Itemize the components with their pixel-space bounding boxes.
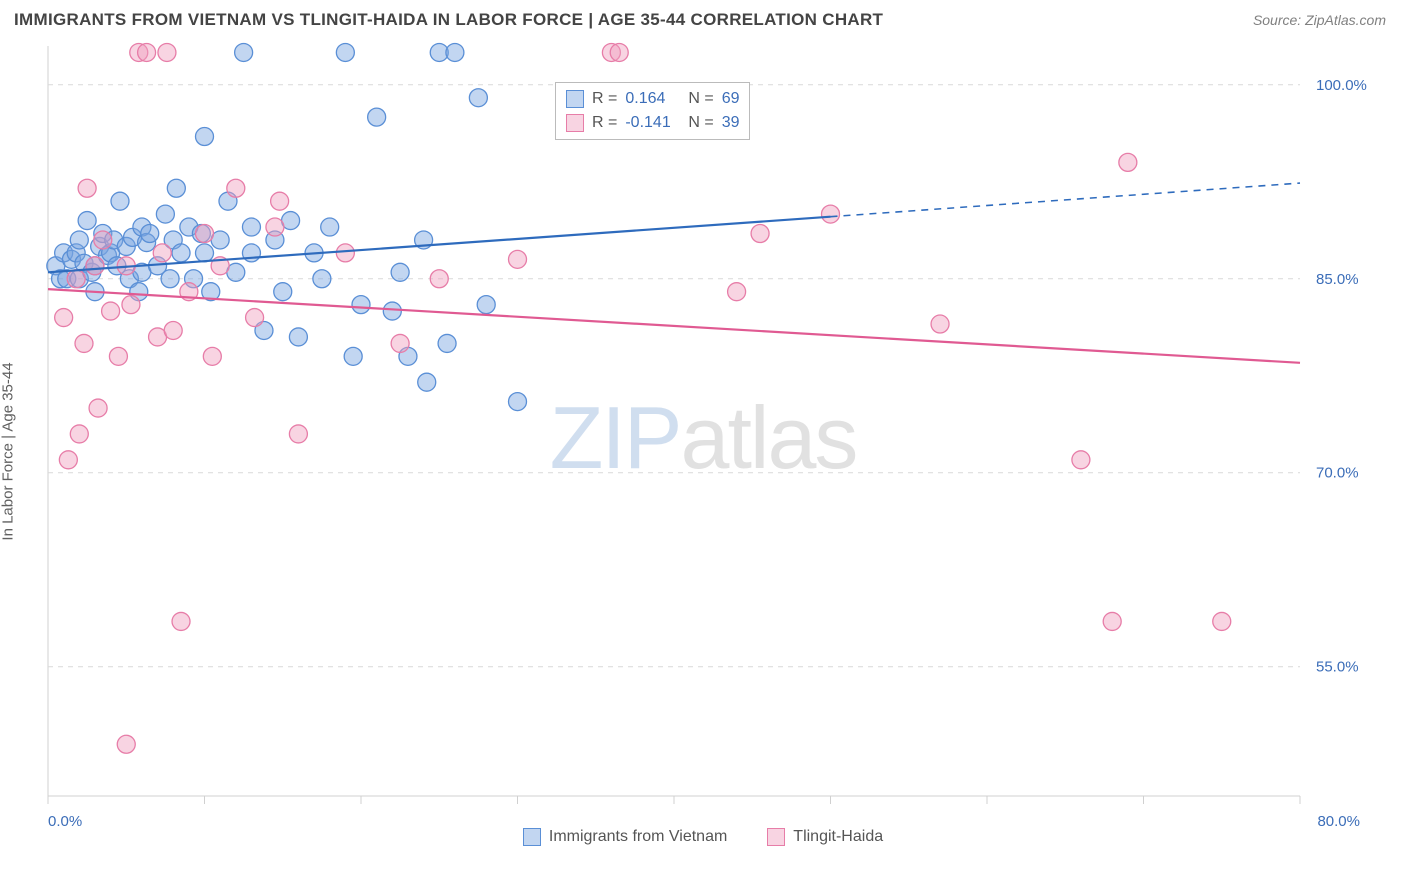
- data-point: [246, 309, 264, 327]
- data-point: [158, 43, 176, 61]
- data-point: [1119, 153, 1137, 171]
- data-point: [196, 225, 214, 243]
- bottom-legend: Immigrants from Vietnam Tlingit-Haida: [0, 828, 1406, 846]
- data-point: [94, 231, 112, 249]
- data-point: [78, 179, 96, 197]
- data-point: [368, 108, 386, 126]
- swatch-icon: [566, 90, 584, 108]
- data-point: [172, 244, 190, 262]
- data-point: [751, 225, 769, 243]
- legend-item: Immigrants from Vietnam: [523, 828, 727, 846]
- data-point: [196, 244, 214, 262]
- svg-text:55.0%: 55.0%: [1316, 659, 1359, 676]
- data-point: [266, 218, 284, 236]
- data-point: [109, 347, 127, 365]
- swatch-icon: [566, 114, 584, 132]
- chart-container: 55.0%70.0%85.0%100.0%0.0%80.0% In Labor …: [0, 38, 1406, 848]
- data-point: [138, 43, 156, 61]
- data-point: [167, 179, 185, 197]
- data-point: [153, 244, 171, 262]
- data-point: [78, 212, 96, 230]
- data-point: [728, 283, 746, 301]
- data-point: [274, 283, 292, 301]
- data-point: [931, 315, 949, 333]
- data-point: [313, 270, 331, 288]
- data-point: [122, 296, 140, 314]
- source-label: Source: ZipAtlas.com: [1253, 12, 1386, 28]
- data-point: [172, 612, 190, 630]
- swatch-icon: [767, 828, 785, 846]
- data-point: [102, 302, 120, 320]
- y-axis-label: In Labor Force | Age 35-44: [0, 362, 17, 540]
- data-point: [89, 399, 107, 417]
- data-point: [418, 373, 436, 391]
- data-point: [352, 296, 370, 314]
- data-point: [55, 309, 73, 327]
- data-point: [86, 257, 104, 275]
- data-point: [70, 425, 88, 443]
- data-point: [289, 425, 307, 443]
- data-point: [164, 321, 182, 339]
- data-point: [430, 270, 448, 288]
- data-point: [156, 205, 174, 223]
- data-point: [117, 735, 135, 753]
- data-point: [344, 347, 362, 365]
- svg-text:100.0%: 100.0%: [1316, 77, 1367, 94]
- svg-text:70.0%: 70.0%: [1316, 465, 1359, 482]
- data-point: [446, 43, 464, 61]
- data-point: [67, 270, 85, 288]
- data-point: [75, 334, 93, 352]
- stats-row: R =-0.141N =39: [566, 111, 739, 135]
- data-point: [111, 192, 129, 210]
- swatch-icon: [523, 828, 541, 846]
- data-point: [59, 451, 77, 469]
- data-point: [391, 263, 409, 281]
- legend-item: Tlingit-Haida: [767, 828, 883, 846]
- data-point: [271, 192, 289, 210]
- data-point: [227, 179, 245, 197]
- trend-line-extrapolated: [831, 183, 1301, 217]
- stats-row: R =0.164N =69: [566, 87, 739, 111]
- scatter-chart: 55.0%70.0%85.0%100.0%0.0%80.0%: [0, 38, 1406, 848]
- data-point: [383, 302, 401, 320]
- data-point: [509, 250, 527, 268]
- data-point: [509, 393, 527, 411]
- data-point: [203, 347, 221, 365]
- data-point: [70, 231, 88, 249]
- data-point: [235, 43, 253, 61]
- data-point: [1072, 451, 1090, 469]
- data-point: [196, 128, 214, 146]
- chart-title: IMMIGRANTS FROM VIETNAM VS TLINGIT-HAIDA…: [14, 10, 883, 30]
- data-point: [336, 244, 354, 262]
- data-point: [321, 218, 339, 236]
- data-point: [161, 270, 179, 288]
- data-point: [289, 328, 307, 346]
- legend-label: Tlingit-Haida: [793, 828, 883, 846]
- data-point: [477, 296, 495, 314]
- trend-line: [48, 289, 1300, 363]
- data-point: [1213, 612, 1231, 630]
- data-point: [610, 43, 628, 61]
- data-point: [242, 218, 260, 236]
- data-point: [438, 334, 456, 352]
- stats-legend-box: R =0.164N =69R =-0.141N =39: [555, 82, 750, 140]
- data-point: [336, 43, 354, 61]
- svg-text:85.0%: 85.0%: [1316, 271, 1359, 288]
- data-point: [391, 334, 409, 352]
- data-point: [822, 205, 840, 223]
- data-point: [1103, 612, 1121, 630]
- data-point: [141, 225, 159, 243]
- legend-label: Immigrants from Vietnam: [549, 828, 727, 846]
- data-point: [469, 89, 487, 107]
